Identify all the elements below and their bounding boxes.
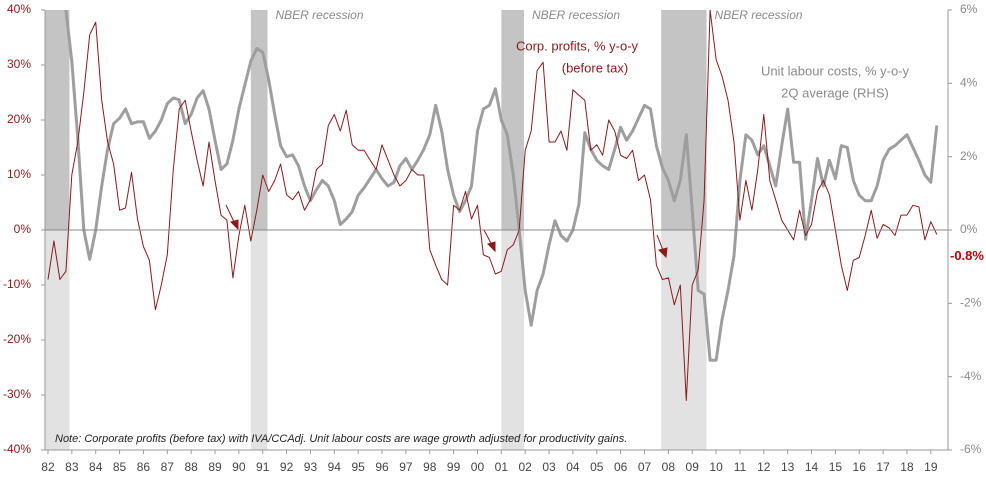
- x-tick-label: 16: [853, 460, 867, 474]
- x-tick-label: 98: [423, 460, 437, 474]
- x-tick-label: 05: [590, 460, 604, 474]
- x-tick-label: 14: [805, 460, 819, 474]
- recession-band: [661, 10, 707, 230]
- recession-band: [45, 230, 70, 450]
- x-tick-label: 93: [304, 460, 318, 474]
- x-tick-label: 84: [89, 460, 103, 474]
- x-tick-label: 95: [351, 460, 365, 474]
- legend-label: (before tax): [562, 60, 628, 75]
- x-tick-label: 08: [662, 460, 676, 474]
- recession-band: [45, 10, 70, 230]
- legend-label: 2Q average (RHS): [781, 85, 889, 100]
- y2-tick-label: 0%: [960, 222, 978, 236]
- x-tick-label: 04: [566, 460, 580, 474]
- x-tick-label: 06: [614, 460, 628, 474]
- series-line: [47, 10, 938, 401]
- recession-band: [501, 230, 524, 450]
- x-tick-label: 88: [184, 460, 198, 474]
- x-tick-label: 07: [638, 460, 652, 474]
- y-tick-label: -40%: [3, 442, 31, 456]
- x-tick-label: 11: [734, 460, 747, 474]
- end-label: -0.8%: [950, 248, 984, 263]
- y2-tick-label: -2%: [960, 296, 982, 310]
- x-tick-label: 02: [519, 460, 533, 474]
- y-tick-label: -20%: [3, 332, 31, 346]
- y-tick-label: 20%: [7, 112, 31, 126]
- y2-tick-label: 6%: [960, 2, 978, 16]
- lines: [47, 10, 939, 401]
- x-tick-label: 85: [113, 460, 127, 474]
- x-tick-label: 01: [495, 460, 509, 474]
- x-tick-label: 92: [280, 460, 294, 474]
- legend-label: Corp. profits, % y-o-y: [516, 38, 639, 53]
- recession-label: NBER recession: [275, 8, 363, 22]
- recession-label: NBER recession: [532, 8, 620, 22]
- legend-label: Unit labour costs, % y-o-y: [761, 63, 910, 78]
- recession-band: [250, 230, 268, 450]
- y2-tick-label: -4%: [960, 369, 982, 383]
- y-tick-label: 10%: [7, 167, 31, 181]
- recession-bands: [45, 10, 707, 450]
- arrows: [225, 204, 668, 259]
- y-tick-label: -10%: [3, 277, 31, 291]
- x-tick-label: 90: [232, 460, 246, 474]
- x-tick-label: 91: [256, 460, 270, 474]
- x-tick-label: 15: [829, 460, 843, 474]
- y-tick-label: 0%: [14, 222, 32, 236]
- x-tick-label: 00: [471, 460, 485, 474]
- recession-label: NBER recession: [715, 8, 803, 22]
- series-line: [64, 10, 939, 362]
- x-tick-label: 12: [757, 460, 771, 474]
- x-tick-label: 96: [375, 460, 389, 474]
- x-tick-label: 13: [781, 460, 795, 474]
- x-tick-label: 10: [709, 460, 723, 474]
- y2-tick-label: 4%: [960, 76, 978, 90]
- recession-band: [250, 10, 268, 230]
- x-tick-label: 94: [328, 460, 342, 474]
- x-tick-label: 19: [924, 460, 938, 474]
- x-tick-label: 99: [447, 460, 461, 474]
- x-tick-label: 89: [208, 460, 222, 474]
- y-tick-label: -30%: [3, 387, 31, 401]
- x-tick-label: 09: [686, 460, 700, 474]
- y2-tick-label: 2%: [960, 149, 978, 163]
- y-tick-label: 30%: [7, 57, 31, 71]
- x-tick-label: 18: [900, 460, 914, 474]
- x-tick-label: 83: [65, 460, 79, 474]
- note: Note: Corporate profits (before tax) wit…: [55, 433, 627, 445]
- x-tick-label: 86: [137, 460, 151, 474]
- x-tick-label: 87: [161, 460, 175, 474]
- x-tick-label: 97: [399, 460, 413, 474]
- y-tick-label: 40%: [7, 2, 31, 16]
- x-tick-label: 17: [876, 460, 890, 474]
- y2-tick-label: -6%: [960, 442, 982, 456]
- x-tick-label: 82: [41, 460, 55, 474]
- recession-band: [501, 10, 524, 230]
- x-tick-label: 03: [542, 460, 556, 474]
- recession-band: [661, 230, 707, 450]
